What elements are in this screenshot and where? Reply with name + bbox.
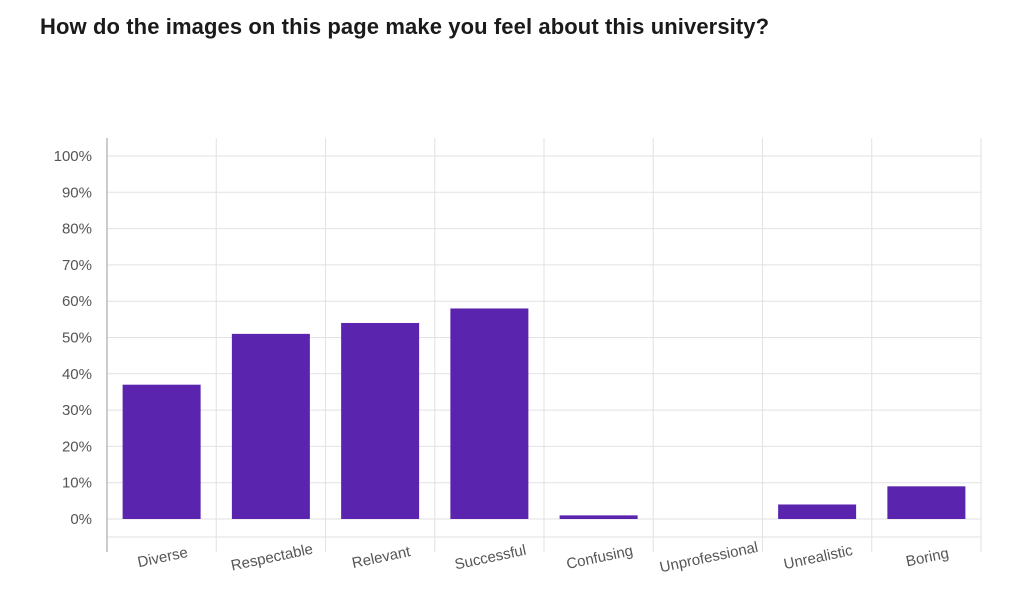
y-tick-label: 90%: [62, 184, 92, 201]
y-tick-label: 40%: [62, 366, 92, 383]
x-tick-label: Boring: [904, 545, 950, 571]
bar-diverse: [122, 384, 201, 519]
x-tick-label: Respectable: [229, 541, 314, 575]
bar-respectable: [231, 333, 310, 519]
x-tick-label: Unrealistic: [782, 542, 855, 573]
y-tick-label: 50%: [62, 330, 92, 347]
x-tick-label: Unprofessional: [658, 539, 759, 576]
y-tick-label: 20%: [62, 438, 92, 455]
bar-boring: [887, 486, 966, 519]
x-tick-label: Diverse: [136, 544, 189, 571]
bar-relevant: [341, 322, 420, 519]
bar-successful: [450, 308, 529, 519]
bar-confusing: [559, 515, 638, 519]
x-tick-label: Confusing: [565, 542, 635, 573]
y-tick-label: 60%: [62, 293, 92, 310]
y-tick-label: 70%: [62, 257, 92, 274]
y-tick-label: 100%: [54, 148, 92, 165]
y-tick-label: 80%: [62, 221, 92, 238]
y-tick-label: 10%: [62, 475, 92, 492]
y-tick-label: 0%: [70, 511, 92, 528]
y-tick-label: 30%: [62, 402, 92, 419]
x-tick-label: Relevant: [350, 543, 412, 572]
bar-unrealistic: [778, 504, 857, 519]
x-tick-label: Successful: [453, 542, 527, 574]
question-title: How do the images on this page make you …: [40, 14, 770, 39]
